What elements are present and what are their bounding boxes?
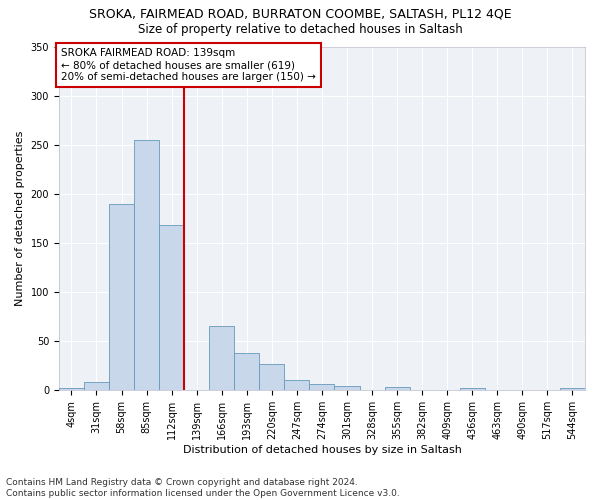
- Bar: [259, 364, 284, 390]
- X-axis label: Distribution of detached houses by size in Saltash: Distribution of detached houses by size …: [182, 445, 461, 455]
- Bar: [334, 386, 359, 390]
- Bar: [84, 382, 109, 390]
- Bar: [134, 140, 159, 390]
- Bar: [234, 353, 259, 391]
- Text: SROKA, FAIRMEAD ROAD, BURRATON COOMBE, SALTASH, PL12 4QE: SROKA, FAIRMEAD ROAD, BURRATON COOMBE, S…: [89, 8, 511, 20]
- Bar: [284, 380, 310, 390]
- Bar: [109, 204, 134, 390]
- Bar: [310, 384, 334, 390]
- Bar: [385, 388, 410, 390]
- Bar: [159, 226, 184, 390]
- Text: SROKA FAIRMEAD ROAD: 139sqm
← 80% of detached houses are smaller (619)
20% of se: SROKA FAIRMEAD ROAD: 139sqm ← 80% of det…: [61, 48, 316, 82]
- Bar: [560, 388, 585, 390]
- Text: Contains HM Land Registry data © Crown copyright and database right 2024.
Contai: Contains HM Land Registry data © Crown c…: [6, 478, 400, 498]
- Text: Size of property relative to detached houses in Saltash: Size of property relative to detached ho…: [137, 22, 463, 36]
- Bar: [59, 388, 84, 390]
- Y-axis label: Number of detached properties: Number of detached properties: [15, 130, 25, 306]
- Bar: [460, 388, 485, 390]
- Bar: [209, 326, 234, 390]
